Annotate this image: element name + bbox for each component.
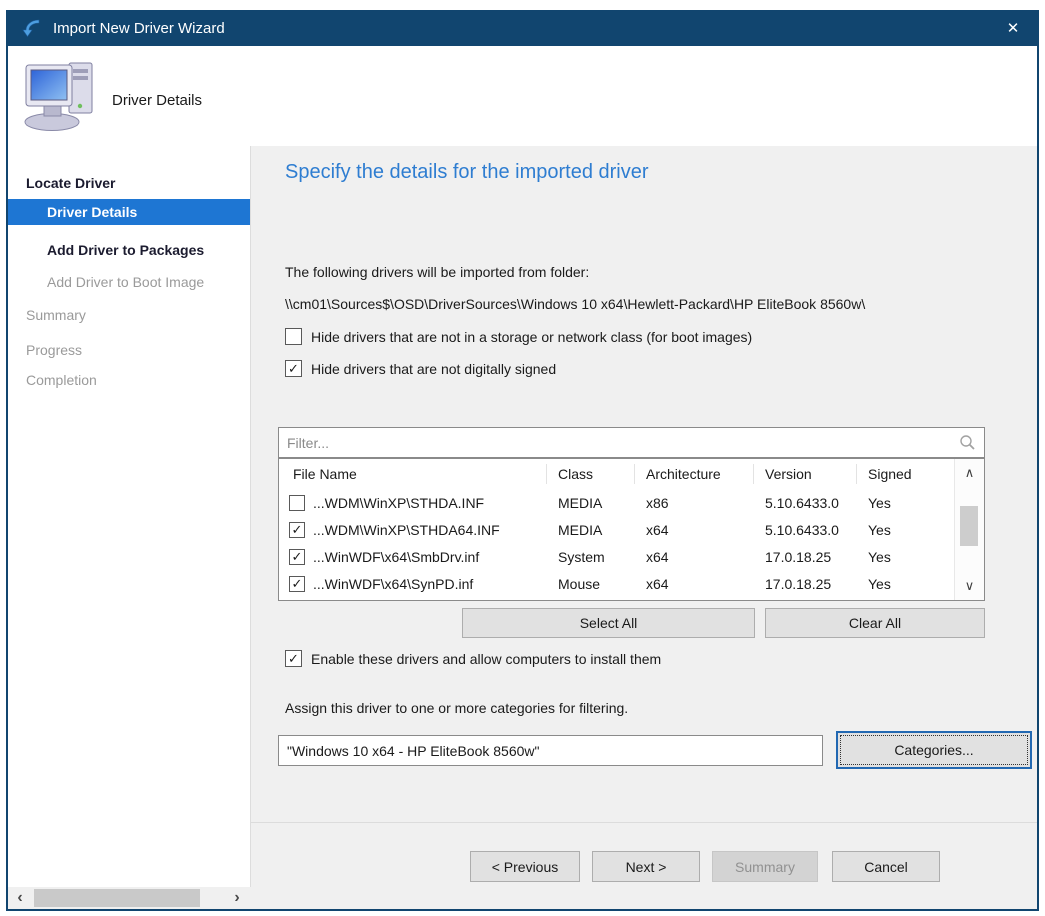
search-icon (960, 435, 975, 450)
scroll-down-icon[interactable]: ∨ (964, 578, 975, 593)
hide-storage-row: Hide drivers that are not in a storage o… (285, 328, 752, 345)
signed-cell: Yes (868, 521, 891, 538)
title-bar[interactable]: Import New Driver Wizard ✕ (8, 10, 1037, 46)
row-checkbox[interactable]: ✓ (289, 521, 305, 538)
hide-unsigned-checkbox[interactable]: ✓ (285, 360, 302, 377)
filter-input[interactable] (279, 434, 959, 451)
filter-box (278, 427, 985, 458)
file-name-cell: ...WinWDF\x64\SmbDrv.inf (313, 548, 480, 565)
table-vertical-scrollbar[interactable]: ∧ ∨ (954, 459, 984, 600)
enable-drivers-checkbox[interactable]: ✓ (285, 650, 302, 667)
class-cell: MEDIA (558, 494, 603, 511)
hide-storage-checkbox[interactable] (285, 328, 302, 345)
column-header-file-name[interactable]: File Name (279, 464, 547, 484)
file-name-cell: ...WinWDF\x64\SynPD.inf (313, 575, 474, 592)
driver-details-panel: Specify the details for the imported dri… (251, 146, 1037, 909)
step-locate-driver[interactable]: Locate Driver (26, 175, 116, 191)
table-header: File Name Class Architecture Version Sig… (279, 459, 954, 489)
scrollbar-thumb[interactable] (960, 506, 978, 546)
table-row[interactable]: ✓ ...WinWDF\x64\SynPD.inf Mouse x64 17.0… (279, 570, 954, 597)
step-add-driver-to-boot-image: Add Driver to Boot Image (47, 274, 205, 290)
scroll-right-icon[interactable]: › (234, 889, 240, 906)
column-header-architecture[interactable]: Architecture (635, 464, 754, 484)
table-row[interactable]: ✓ ...WDM\WinXP\STHDA64.INF MEDIA x64 5.1… (279, 516, 954, 543)
file-name-cell: ...WDM\WinXP\STHDA.INF (313, 494, 485, 511)
enable-drivers-label: Enable these drivers and allow computers… (311, 650, 662, 667)
folder-path-text: \\cm01\Sources$\OSD\DriverSources\Window… (285, 296, 866, 312)
architecture-cell: x64 (646, 548, 669, 565)
signed-cell: Yes (868, 575, 891, 592)
assign-category-text: Assign this driver to one or more catego… (285, 700, 629, 716)
row-checkbox[interactable] (289, 494, 305, 511)
close-icon[interactable]: ✕ (1006, 20, 1020, 37)
page-title: Driver Details (112, 92, 203, 109)
version-cell: 17.0.18.25 (765, 575, 832, 592)
next-button[interactable]: Next > (592, 851, 700, 882)
hide-storage-label: Hide drivers that are not in a storage o… (311, 328, 753, 345)
sidebar-horizontal-scrollbar[interactable]: ‹ › (8, 887, 251, 909)
step-summary: Summary (26, 307, 86, 323)
class-cell: System (558, 548, 605, 565)
column-header-class[interactable]: Class (547, 464, 635, 484)
step-add-driver-to-packages[interactable]: Add Driver to Packages (47, 242, 205, 258)
row-checkbox[interactable]: ✓ (289, 575, 305, 592)
scrollbar-thumb[interactable] (34, 889, 200, 907)
enable-drivers-row: ✓ Enable these drivers and allow compute… (285, 650, 661, 667)
row-checkbox[interactable]: ✓ (289, 548, 305, 565)
step-progress: Progress (26, 342, 83, 358)
scroll-up-icon[interactable]: ∧ (964, 465, 975, 480)
signed-cell: Yes (868, 494, 891, 511)
architecture-cell: x64 (646, 575, 669, 592)
cancel-button[interactable]: Cancel (832, 851, 940, 882)
folder-intro-text: The following drivers will be imported f… (285, 264, 590, 280)
step-driver-details[interactable]: Driver Details (8, 199, 250, 225)
driver-table: File Name Class Architecture Version Sig… (278, 458, 985, 601)
column-header-version[interactable]: Version (754, 464, 857, 484)
column-header-signed[interactable]: Signed (868, 466, 912, 482)
architecture-cell: x64 (646, 521, 669, 538)
clear-all-button[interactable]: Clear All (765, 608, 985, 638)
import-driver-wizard-dialog: Import New Driver Wizard ✕ Driver Detail… (6, 10, 1039, 911)
wizard-steps-sidebar: Locate Driver Driver Details Add Driver … (8, 146, 251, 887)
previous-button[interactable]: < Previous (470, 851, 580, 882)
step-completion: Completion (26, 372, 97, 388)
architecture-cell: x86 (646, 494, 669, 511)
select-all-button[interactable]: Select All (462, 608, 755, 638)
class-cell: MEDIA (558, 521, 603, 538)
wizard-header: Driver Details (8, 46, 1037, 146)
version-cell: 5.10.6433.0 (765, 494, 839, 511)
panel-heading: Specify the details for the imported dri… (285, 161, 649, 183)
computer-icon (24, 62, 93, 131)
hide-unsigned-label: Hide drivers that are not digitally sign… (311, 360, 557, 377)
footer-divider (251, 822, 1037, 823)
file-name-cell: ...WDM\WinXP\STHDA64.INF (313, 521, 500, 538)
table-row[interactable]: ...WDM\WinXP\STHDA.INF MEDIA x86 5.10.64… (279, 489, 954, 516)
summary-button: Summary (712, 851, 818, 882)
table-row[interactable]: ✓ ...WinWDF\x64\SmbDrv.inf System x64 17… (279, 543, 954, 570)
scroll-left-icon[interactable]: ‹ (17, 889, 23, 906)
hide-unsigned-row: ✓ Hide drivers that are not digitally si… (285, 360, 556, 377)
categories-button[interactable]: Categories... (836, 731, 1032, 769)
class-cell: Mouse (558, 575, 601, 592)
version-cell: 5.10.6433.0 (765, 521, 839, 538)
signed-cell: Yes (868, 548, 891, 565)
wizard-arrow-icon (22, 19, 40, 38)
version-cell: 17.0.18.25 (765, 548, 832, 565)
category-input[interactable] (278, 735, 823, 766)
window-title: Import New Driver Wizard (53, 19, 225, 37)
